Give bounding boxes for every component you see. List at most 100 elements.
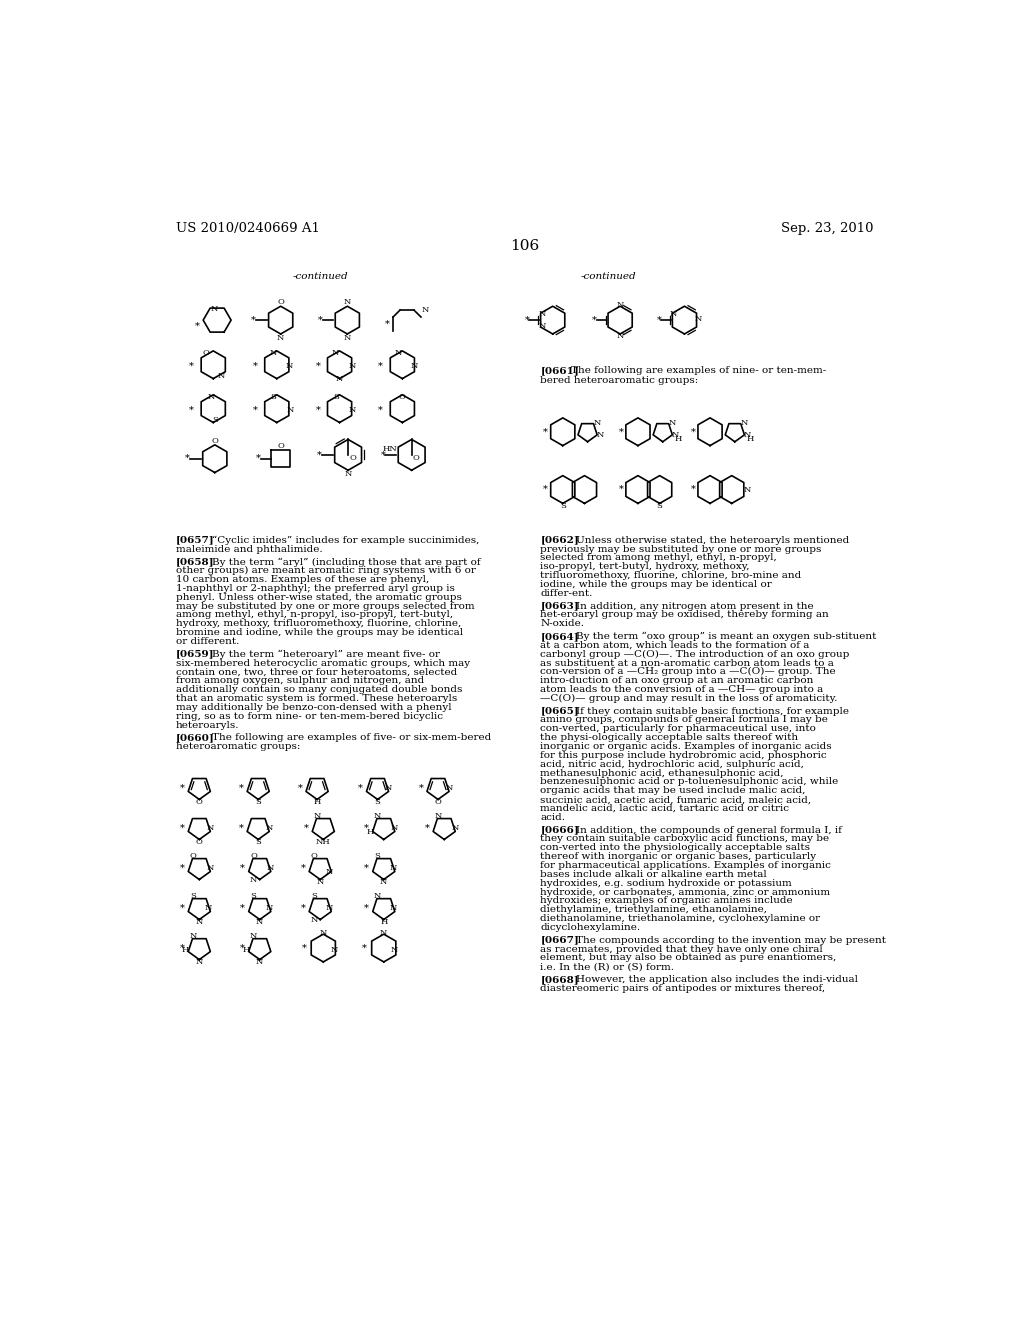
Text: S: S	[190, 892, 196, 900]
Text: they contain suitable carboxylic acid functions, may be: they contain suitable carboxylic acid fu…	[541, 834, 829, 843]
Text: S: S	[212, 416, 218, 424]
Text: N: N	[332, 350, 339, 358]
Text: con-verted into the physiologically acceptable salts: con-verted into the physiologically acce…	[541, 843, 810, 853]
Text: N: N	[326, 867, 333, 875]
Text: O: O	[434, 797, 441, 805]
Text: *: *	[241, 944, 245, 953]
Text: bered heteroaromatic groups:: bered heteroaromatic groups:	[541, 376, 698, 385]
Text: phenyl. Unless other-wise stated, the aromatic groups: phenyl. Unless other-wise stated, the ar…	[176, 593, 462, 602]
Text: However, the application also includes the indi-vidual: However, the application also includes t…	[575, 975, 858, 983]
Text: heteroaryls.: heteroaryls.	[176, 721, 240, 730]
Text: N: N	[616, 331, 624, 339]
Text: N: N	[616, 301, 624, 309]
Text: *: *	[365, 824, 369, 833]
Text: The following are examples of five- or six-mem-bered: The following are examples of five- or s…	[212, 733, 490, 742]
Text: acid.: acid.	[541, 813, 565, 822]
Text: N: N	[316, 878, 324, 886]
Text: *: *	[239, 824, 244, 833]
Text: diethanolamine, triethanolamine, cyclohexylamine or: diethanolamine, triethanolamine, cyclohe…	[541, 915, 820, 923]
Text: may be substituted by one or more groups selected from: may be substituted by one or more groups…	[176, 602, 475, 611]
Text: as substituent at a non-aromatic carbon atom leads to a: as substituent at a non-aromatic carbon …	[541, 659, 835, 668]
Text: N: N	[326, 904, 333, 912]
Text: O: O	[196, 838, 203, 846]
Text: N: N	[672, 430, 679, 438]
Text: *: *	[180, 863, 184, 873]
Text: *: *	[690, 428, 695, 436]
Text: *: *	[618, 484, 624, 494]
Text: trifluoromethoxy, fluorine, chlorine, bro-mine and: trifluoromethoxy, fluorine, chlorine, br…	[541, 572, 802, 579]
Text: inorganic or organic acids. Examples of inorganic acids: inorganic or organic acids. Examples of …	[541, 742, 831, 751]
Text: By the term “heteroaryl” are meant five- or: By the term “heteroaryl” are meant five-…	[212, 649, 439, 659]
Text: *: *	[241, 863, 245, 873]
Text: *: *	[195, 322, 200, 331]
Text: hydroxide, or carbonates, ammonia, zinc or ammonium: hydroxide, or carbonates, ammonia, zinc …	[541, 887, 830, 896]
Text: element, but may also be obtained as pure enantiomers,: element, but may also be obtained as pur…	[541, 953, 837, 962]
Text: O: O	[250, 851, 257, 859]
Text: S: S	[255, 797, 261, 805]
Text: other groups) are meant aromatic ring systems with 6 or: other groups) are meant aromatic ring sy…	[176, 566, 476, 576]
Text: *: *	[544, 484, 548, 494]
Text: N: N	[539, 310, 546, 318]
Text: may additionally be benzo-con-densed with a phenyl: may additionally be benzo-con-densed wit…	[176, 702, 452, 711]
Text: [0657]: [0657]	[176, 536, 215, 545]
Text: N: N	[348, 407, 355, 414]
Text: [0660]: [0660]	[176, 733, 215, 742]
Text: O: O	[211, 437, 218, 445]
Text: N: N	[391, 824, 398, 832]
Text: for this purpose include hydrobromic acid, phosphoric: for this purpose include hydrobromic aci…	[541, 751, 827, 760]
Text: O: O	[189, 851, 197, 859]
Text: N: N	[267, 865, 274, 873]
Text: [0665]: [0665]	[541, 706, 579, 715]
Text: O: O	[278, 442, 284, 450]
Text: N: N	[344, 470, 352, 478]
Text: N: N	[385, 784, 392, 792]
Text: differ-ent.: differ-ent.	[541, 589, 593, 598]
Text: N: N	[344, 298, 351, 306]
Text: N: N	[434, 812, 441, 820]
Text: Unless otherwise stated, the heteroaryls mentioned: Unless otherwise stated, the heteroaryls…	[575, 536, 849, 545]
Text: “Cyclic imides” includes for example succinimides,: “Cyclic imides” includes for example suc…	[212, 536, 479, 545]
Text: -continued: -continued	[581, 272, 636, 281]
Text: [0659]: [0659]	[176, 649, 215, 659]
Text: N: N	[313, 812, 321, 820]
Text: *: *	[301, 863, 305, 873]
Text: *: *	[544, 428, 548, 436]
Text: N: N	[319, 929, 327, 937]
Text: intro-duction of an oxo group at an aromatic carbon: intro-duction of an oxo group at an arom…	[541, 676, 814, 685]
Text: -continued: -continued	[293, 272, 348, 281]
Text: N: N	[593, 418, 600, 426]
Text: at a carbon atom, which leads to the formation of a: at a carbon atom, which leads to the for…	[541, 640, 810, 649]
Text: O: O	[349, 454, 356, 462]
Text: 106: 106	[510, 239, 540, 253]
Text: N: N	[670, 310, 677, 318]
Text: N: N	[207, 824, 214, 832]
Text: —C(O)— group and may result in the loss of aromaticity.: —C(O)— group and may result in the loss …	[541, 694, 838, 704]
Text: N: N	[445, 784, 453, 792]
Text: [0666]: [0666]	[541, 825, 579, 834]
Text: N: N	[389, 904, 396, 912]
Text: *: *	[524, 315, 529, 325]
Text: *: *	[180, 824, 184, 833]
Text: HN: HN	[383, 445, 397, 453]
Text: N: N	[740, 418, 748, 426]
Text: *: *	[317, 315, 323, 325]
Text: *: *	[419, 783, 423, 792]
Text: *: *	[378, 405, 383, 414]
Text: N: N	[250, 932, 257, 940]
Text: The compounds according to the invention may be present: The compounds according to the invention…	[575, 936, 886, 945]
Text: S: S	[560, 503, 565, 511]
Text: N: N	[374, 812, 381, 820]
Text: N-oxide.: N-oxide.	[541, 619, 585, 628]
Text: N: N	[210, 305, 218, 313]
Text: By the term “oxo group” is meant an oxygen sub-stituent: By the term “oxo group” is meant an oxyg…	[575, 632, 877, 642]
Text: hydroxides, e.g. sodium hydroxide or potassium: hydroxides, e.g. sodium hydroxide or pot…	[541, 879, 792, 888]
Text: H: H	[313, 797, 321, 805]
Text: N: N	[596, 430, 604, 438]
Text: The following are examples of nine- or ten-mem-: The following are examples of nine- or t…	[571, 367, 826, 375]
Text: N: N	[694, 314, 702, 322]
Text: iodine, while the groups may be identical or: iodine, while the groups may be identica…	[541, 579, 772, 589]
Text: [0658]: [0658]	[176, 557, 215, 566]
Text: [0663]: [0663]	[541, 602, 579, 611]
Text: N: N	[269, 350, 276, 358]
Text: *: *	[690, 484, 695, 494]
